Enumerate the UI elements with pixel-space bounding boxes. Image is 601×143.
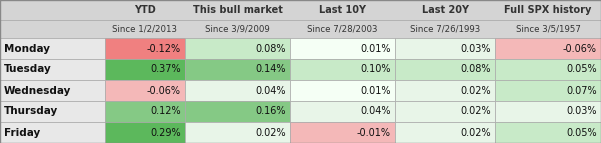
Bar [395, 59, 495, 80]
Bar [495, 122, 601, 143]
Text: 0.10%: 0.10% [361, 64, 391, 75]
Bar [0, 0, 601, 20]
Text: -0.06%: -0.06% [147, 86, 181, 96]
Text: Thursday: Thursday [4, 107, 58, 117]
Text: Since 7/28/2003: Since 7/28/2003 [307, 24, 378, 33]
Bar [0, 122, 105, 143]
Bar [185, 80, 290, 101]
Bar [0, 20, 601, 38]
Text: Since 3/9/2009: Since 3/9/2009 [205, 24, 270, 33]
Bar [495, 80, 601, 101]
Text: 0.04%: 0.04% [361, 107, 391, 117]
Bar [0, 59, 105, 80]
Text: 0.05%: 0.05% [566, 128, 597, 138]
Text: 0.02%: 0.02% [460, 128, 491, 138]
Bar [185, 38, 290, 59]
Text: Tuesday: Tuesday [4, 64, 52, 75]
Bar [395, 38, 495, 59]
Text: 0.02%: 0.02% [460, 107, 491, 117]
Text: 0.08%: 0.08% [460, 64, 491, 75]
Text: 0.07%: 0.07% [566, 86, 597, 96]
Text: Monday: Monday [4, 43, 50, 53]
Bar [290, 122, 395, 143]
Text: Friday: Friday [4, 128, 40, 138]
Text: Full SPX history: Full SPX history [504, 5, 592, 15]
Text: 0.02%: 0.02% [460, 86, 491, 96]
Text: 0.03%: 0.03% [460, 43, 491, 53]
Text: 0.37%: 0.37% [150, 64, 181, 75]
Text: -0.06%: -0.06% [563, 43, 597, 53]
Text: 0.08%: 0.08% [255, 43, 286, 53]
Text: 0.29%: 0.29% [150, 128, 181, 138]
Bar [395, 101, 495, 122]
Text: -0.01%: -0.01% [357, 128, 391, 138]
Text: YTD: YTD [134, 5, 156, 15]
Bar [395, 80, 495, 101]
Bar [495, 59, 601, 80]
Text: Since 7/26/1993: Since 7/26/1993 [410, 24, 480, 33]
Bar [105, 38, 185, 59]
Bar [290, 59, 395, 80]
Bar [105, 122, 185, 143]
Text: 0.01%: 0.01% [361, 43, 391, 53]
Bar [290, 80, 395, 101]
Text: 0.04%: 0.04% [255, 86, 286, 96]
Text: 0.05%: 0.05% [566, 64, 597, 75]
Bar [290, 101, 395, 122]
Bar [105, 80, 185, 101]
Bar [0, 38, 105, 59]
Bar [185, 59, 290, 80]
Bar [105, 101, 185, 122]
Text: -0.12%: -0.12% [147, 43, 181, 53]
Bar [290, 38, 395, 59]
Text: 0.16%: 0.16% [255, 107, 286, 117]
Text: Wednesday: Wednesday [4, 86, 72, 96]
Text: 0.03%: 0.03% [567, 107, 597, 117]
Bar [185, 101, 290, 122]
Text: 0.02%: 0.02% [255, 128, 286, 138]
Text: 0.14%: 0.14% [255, 64, 286, 75]
Text: Last 20Y: Last 20Y [421, 5, 469, 15]
Bar [495, 38, 601, 59]
Bar [105, 59, 185, 80]
Text: Last 10Y: Last 10Y [319, 5, 366, 15]
Bar [395, 122, 495, 143]
Text: 0.01%: 0.01% [361, 86, 391, 96]
Text: Since 1/2/2013: Since 1/2/2013 [112, 24, 177, 33]
Bar [0, 101, 105, 122]
Text: 0.12%: 0.12% [150, 107, 181, 117]
Text: Since 3/5/1957: Since 3/5/1957 [516, 24, 581, 33]
Bar [185, 122, 290, 143]
Bar [495, 101, 601, 122]
Text: This bull market: This bull market [192, 5, 282, 15]
Bar [0, 80, 105, 101]
